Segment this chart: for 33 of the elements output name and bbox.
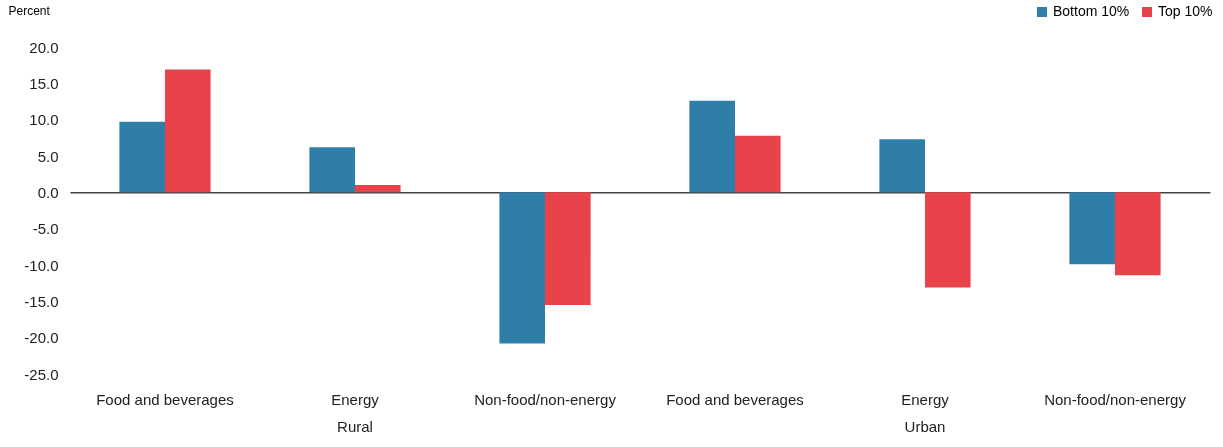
y-tick-label: -10.0 xyxy=(24,256,59,274)
y-tick-label: 5.0 xyxy=(37,147,59,165)
bar xyxy=(1115,192,1161,276)
bar xyxy=(545,192,591,305)
text: Urban xyxy=(903,418,947,435)
x-tick-label: Energy xyxy=(901,390,950,408)
legend-label: Bottom 10% xyxy=(1053,3,1130,19)
bar xyxy=(735,135,781,193)
y-tick-label: 15.0 xyxy=(29,74,59,92)
x-tick-label: Non-food/non-energy xyxy=(1044,390,1187,408)
bar xyxy=(1069,192,1115,265)
bar xyxy=(879,139,925,193)
x-tick-label: Non-food/non-energy xyxy=(474,390,617,408)
y-tick-label: -5.0 xyxy=(32,220,59,238)
bar xyxy=(925,192,971,288)
y-tick-label: -20.0 xyxy=(24,329,59,347)
text: Rural xyxy=(336,418,374,435)
y-tick-label: 20.0 xyxy=(29,38,59,56)
x-tick-label: Energy xyxy=(331,390,380,408)
y-tick-label: 10.0 xyxy=(29,111,59,129)
legend-label: Top 10% xyxy=(1158,3,1213,19)
bar xyxy=(355,185,401,193)
y-tick-label: -25.0 xyxy=(24,365,59,383)
bar xyxy=(499,192,545,344)
bar xyxy=(119,121,165,193)
bar xyxy=(165,69,211,193)
x-tick-label: Food and beverages xyxy=(666,390,804,408)
y-axis-title: Percent xyxy=(8,3,51,18)
bar xyxy=(689,100,735,193)
y-tick-label: 0.0 xyxy=(37,183,59,201)
y-tick-label: -15.0 xyxy=(24,292,59,310)
bar xyxy=(309,147,355,193)
x-tick-label: Food and beverages xyxy=(96,390,234,408)
